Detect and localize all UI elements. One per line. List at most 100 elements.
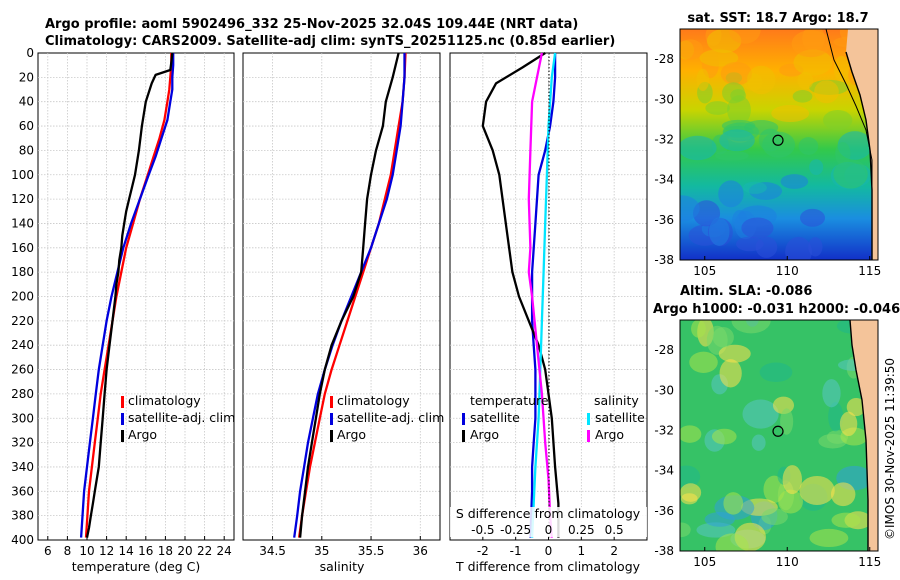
legend-temperature-title: temperature <box>470 393 549 408</box>
texture-blob <box>782 465 803 495</box>
legend-swatch-temp-satellite <box>462 413 465 425</box>
texture-blob <box>835 142 851 166</box>
map-y-tick-label: -32 <box>654 423 674 437</box>
top-tick-label: 0.5 <box>605 523 624 537</box>
texture-blob <box>728 29 761 44</box>
map-y-tick-label: -34 <box>654 464 674 478</box>
texture-blob <box>833 55 850 82</box>
texture-blob <box>846 397 866 417</box>
map-y-tick-label: -36 <box>654 213 674 227</box>
x-tick-label: 10 <box>79 544 94 558</box>
texture-blob <box>719 359 742 388</box>
texture-blob <box>680 195 700 222</box>
y-tick-label: 320 <box>11 436 34 450</box>
texture-blob <box>799 475 835 505</box>
sla-texture <box>680 320 873 551</box>
legend-swatch-temp-argo <box>462 430 465 442</box>
x-tick-label: 24 <box>217 544 232 558</box>
x-tick-label: 36 <box>413 544 428 558</box>
y-tick-label: 20 <box>19 70 34 84</box>
sla-map-subtitle: Argo h1000: -0.031 h2000: -0.046 <box>653 302 900 317</box>
y-tick-label: 360 <box>11 484 34 498</box>
texture-blob <box>680 39 704 60</box>
map-y-tick-label: -34 <box>654 173 674 187</box>
texture-blob <box>715 533 749 551</box>
x-tick-label: -1 <box>510 544 522 558</box>
y-tick-label: 340 <box>11 460 34 474</box>
sla-map-title: Altim. SLA: -0.086 <box>680 284 812 299</box>
sst-texture <box>680 29 874 260</box>
map-x-tick-label: 105 <box>693 264 716 278</box>
y-tick-label: 160 <box>11 241 34 255</box>
map-y-tick-label: -30 <box>654 92 674 106</box>
x-tick-label: 35.5 <box>358 544 385 558</box>
texture-blob <box>778 489 803 514</box>
top-tick-label: -0.25 <box>500 523 531 537</box>
salinity-xlabel: salinity <box>320 559 365 574</box>
legend-climatology: climatology <box>337 393 410 408</box>
texture-blob <box>747 65 776 95</box>
texture-blob <box>761 508 788 526</box>
series-line-satellite-adj-clim <box>79 53 175 538</box>
texture-blob <box>680 135 717 161</box>
x-tick-label: 20 <box>177 544 192 558</box>
legend-argo: Argo <box>128 427 157 442</box>
legend-climatology: climatology <box>128 393 201 408</box>
map-x-tick-label: 110 <box>776 264 799 278</box>
x-tick-label: 8 <box>64 544 72 558</box>
texture-blob <box>792 90 813 103</box>
legend-swatch-argo <box>330 430 333 442</box>
series-line-temperature-argo <box>481 52 560 538</box>
top-tick-label: 0.25 <box>568 523 595 537</box>
texture-blob <box>680 483 702 502</box>
top-tick-label: -0.5 <box>471 523 494 537</box>
x-tick-label: 16 <box>138 544 153 558</box>
land-mass <box>846 29 878 260</box>
legend-salinity-title: salinity <box>594 393 639 408</box>
legend-swatch-satellite <box>330 413 333 425</box>
legend-swatch-climatology <box>121 396 124 408</box>
texture-blob <box>785 236 812 260</box>
texture-blob <box>731 320 771 334</box>
texture-blob <box>822 379 841 408</box>
temperature-xlabel: temperature (deg C) <box>72 559 201 574</box>
sst-map-title: sat. SST: 18.7 Argo: 18.7 <box>687 11 868 26</box>
texture-blob <box>718 344 751 363</box>
series-line-argo <box>85 52 174 538</box>
texture-blob <box>758 128 783 152</box>
salinity-axes <box>242 52 441 541</box>
y-tick-label: 200 <box>11 290 34 304</box>
series-line-temperature-satellite <box>529 53 557 538</box>
sla-map-frame <box>679 319 879 552</box>
texture-blob <box>711 428 737 445</box>
copyright-stamp: ©IMOS 30-Nov-2025 11:39:50 <box>883 358 897 540</box>
y-tick-label: 220 <box>11 314 34 328</box>
difference-xlabel: T difference from climatology <box>455 559 641 574</box>
sla-map-panel: Altim. SLA: -0.086 Argo h1000: -0.031 h2… <box>653 284 900 569</box>
map-y-tick-label: -36 <box>654 504 674 518</box>
x-tick-label: 12 <box>99 544 114 558</box>
y-tick-label: 260 <box>11 363 34 377</box>
salinity-legend: climatology satellite-adj. clim Argo <box>330 393 444 442</box>
legend-temp-satellite: satellite <box>470 410 520 425</box>
texture-blob <box>780 408 794 435</box>
texture-blob <box>798 137 819 155</box>
texture-blob <box>822 110 853 131</box>
legend-sal-satellite: satellite <box>595 410 645 425</box>
texture-blob <box>830 482 856 507</box>
texture-blob <box>705 101 730 115</box>
texture-blob <box>741 217 774 239</box>
texture-blob <box>736 236 764 252</box>
series-line-climatology <box>297 52 407 538</box>
legend-temp-argo: Argo <box>470 427 499 442</box>
temperature-panel: 6 8 10 12 14 16 18 20 22 240204060801001201401601… <box>11 46 235 574</box>
texture-blob <box>833 159 868 189</box>
texture-blob <box>696 68 710 91</box>
x-tick-label: 34.5 <box>259 544 286 558</box>
coastline <box>849 320 869 551</box>
legend-sal-argo: Argo <box>595 427 624 442</box>
series-line-climatology <box>84 53 173 538</box>
title-line-1: Argo profile: aoml 5902496_332 25-Nov-20… <box>45 17 578 32</box>
series-line-salinity-satellite <box>530 52 557 538</box>
texture-blob <box>839 411 858 436</box>
